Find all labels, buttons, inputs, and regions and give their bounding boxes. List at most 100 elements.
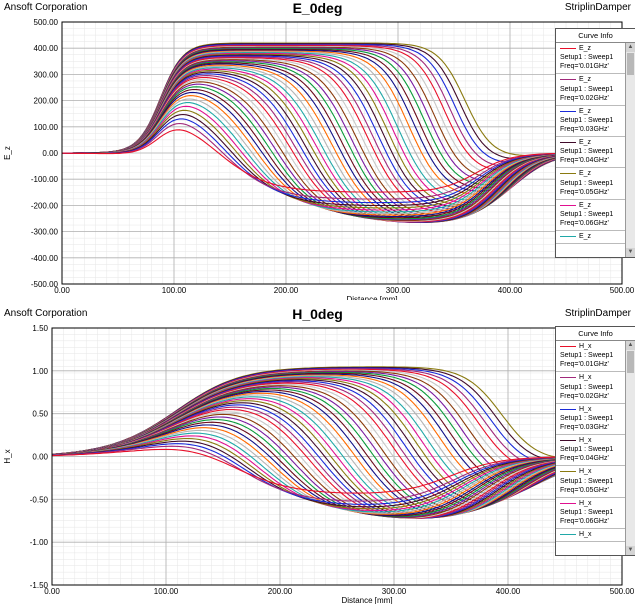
legend-swatch	[560, 79, 576, 81]
legend-entry[interactable]: H_x Setup1 : Sweep1 Freq='0.03GHz'	[556, 404, 625, 436]
h-field-plot[interactable]: 0.00 100.00 200.00 300.00 400.00 500.00 1.50 1.…	[0, 306, 635, 604]
legend-entry[interactable]: E_z Setup1 : Sweep1 Freq='0.01GHz'	[556, 43, 625, 75]
y-tick-label: 0.50	[32, 410, 48, 419]
legend-entry[interactable]: H_x Setup1 : Sweep1 Freq='0.05GHz'	[556, 466, 625, 498]
scroll-up-icon[interactable]: ▲	[626, 341, 635, 350]
legend-entry[interactable]: E_z Setup1 : Sweep1 Freq='0.06GHz'	[556, 200, 625, 232]
legend-header: Curve Info	[556, 327, 635, 341]
series-line	[51, 445, 586, 502]
legend-entry-setup: Setup1 : Sweep1	[560, 446, 614, 454]
y-tick-label: 500.00	[34, 18, 59, 27]
legend-entry[interactable]: H_x Setup1 : Sweep1 Freq='0.02GHz'	[556, 372, 625, 404]
legend-entry[interactable]: E_z Setup1 : Sweep1 Freq='0.02GHz'	[556, 74, 625, 106]
x-tick-label: 500.00	[610, 587, 635, 596]
legend-entry[interactable]: H_x Setup1 : Sweep1 Freq='0.01GHz'	[556, 341, 625, 373]
project-label: StriplinDamper	[564, 2, 631, 13]
y-tick-label: -1.00	[30, 538, 49, 547]
project-label: StriplinDamper	[564, 308, 631, 319]
y-tick-label: -300.00	[31, 228, 59, 237]
legend-entry-setup: Setup1 : Sweep1	[560, 148, 614, 156]
legend-items: H_x Setup1 : Sweep1 Freq='0.01GHz' H_x Setup…	[556, 341, 625, 555]
legend-entry-name: H_x	[579, 531, 592, 539]
e-field-chart-panel: Ansoft Corporation E_0deg StriplinDamper…	[0, 0, 635, 300]
scroll-up-icon[interactable]: ▲	[626, 43, 635, 52]
legend-entry-setup: Setup1 : Sweep1	[560, 211, 614, 219]
legend-entry-name: E_z	[579, 76, 592, 84]
series-line	[51, 427, 586, 515]
legend-swatch	[560, 502, 576, 504]
legend-entry-name: H_x	[579, 499, 592, 507]
legend-entry-freq: Freq='0.02GHz'	[560, 392, 609, 400]
e-field-plot[interactable]: 0.00 100.00 200.00 300.00 400.00 500.00 500.00…	[0, 0, 635, 300]
legend-entry-setup: Setup1 : Sweep1	[560, 383, 614, 391]
legend-entry-name: H_x	[579, 374, 592, 382]
legend-entry-setup: Setup1 : Sweep1	[560, 85, 614, 93]
scrollbar-thumb[interactable]	[627, 53, 634, 75]
scroll-down-icon[interactable]: ▼	[626, 546, 635, 555]
legend-swatch	[560, 534, 576, 536]
legend-entry-setup: Setup1 : Sweep1	[560, 477, 614, 485]
legend-scrollbar[interactable]: ▲ ▼	[625, 341, 635, 555]
legend-entry-freq: Freq='0.01GHz'	[560, 361, 609, 369]
legend-entry-name: E_z	[579, 233, 592, 241]
legend-entry[interactable]: H_x Setup1 : Sweep1 Freq='0.06GHz'	[556, 498, 625, 530]
legend-entry-name: H_x	[579, 405, 592, 413]
y-tick-label: -500.00	[31, 280, 59, 289]
legend-entry-name: E_z	[579, 170, 592, 178]
legend-entry[interactable]: E_z Setup1 : Sweep1 Freq='0.04GHz'	[556, 137, 625, 169]
legend-entry[interactable]: H_x	[556, 529, 625, 543]
legend-entry-name: H_x	[579, 468, 592, 476]
legend-entry[interactable]: E_z Setup1 : Sweep1 Freq='0.05GHz'	[556, 168, 625, 200]
legend-scrollbar[interactable]: ▲ ▼	[625, 43, 635, 257]
series-line	[51, 437, 586, 510]
legend-entry-freq: Freq='0.03GHz'	[560, 424, 609, 432]
series-line	[62, 105, 587, 211]
legend-entry-setup: Setup1 : Sweep1	[560, 179, 614, 187]
legend-swatch	[560, 377, 576, 379]
x-tick-label: 300.00	[386, 286, 411, 295]
x-tick-label: 0.00	[54, 286, 70, 295]
x-tick-label: 400.00	[496, 587, 521, 596]
curve-info-legend[interactable]: Curve Info E_z Setup1 : Sweep1 Freq='0.01G…	[555, 28, 635, 258]
h-field-chart-panel: Ansoft Corporation H_0deg StriplinDamper…	[0, 306, 635, 604]
series-line	[51, 440, 586, 508]
legend-swatch	[560, 110, 576, 112]
company-label: Ansoft Corporation	[4, 2, 88, 13]
legend-swatch	[560, 236, 576, 238]
legend-entry-freq: Freq='0.05GHz'	[560, 188, 609, 196]
y-axis-label: H_x	[3, 449, 12, 463]
y-tick-label: 100.00	[34, 123, 59, 132]
legend-entry-setup: Setup1 : Sweep1	[560, 54, 614, 62]
chart-title: H_0deg	[292, 306, 343, 322]
y-tick-label: -400.00	[31, 254, 59, 263]
y-tick-label: 200.00	[34, 97, 59, 106]
legend-entry-name: E_z	[579, 201, 592, 209]
y-tick-label: 1.00	[32, 367, 48, 376]
x-tick-label: 0.00	[44, 587, 60, 596]
y-tick-label: 1.50	[32, 324, 48, 333]
y-tick-label: -200.00	[31, 201, 59, 210]
legend-entry-name: E_z	[579, 139, 592, 147]
x-axis-label: Distance [mm]	[346, 295, 397, 300]
legend-entry[interactable]: H_x Setup1 : Sweep1 Freq='0.04GHz'	[556, 435, 625, 467]
series-line	[51, 429, 586, 514]
scrollbar-thumb[interactable]	[627, 351, 634, 373]
legend-entry-setup: Setup1 : Sweep1	[560, 415, 614, 423]
curve-info-legend[interactable]: Curve Info H_x Setup1 : Sweep1 Freq='0.01G…	[555, 326, 635, 556]
series-line	[51, 443, 586, 505]
legend-swatch	[560, 408, 576, 410]
legend-entry-setup: Setup1 : Sweep1	[560, 352, 614, 360]
legend-entry[interactable]: E_z Setup1 : Sweep1 Freq='0.03GHz'	[556, 106, 625, 138]
legend-entry-name: E_z	[579, 45, 592, 52]
legend-entry-freq: Freq='0.05GHz'	[560, 486, 609, 494]
legend-entry[interactable]: E_z	[556, 231, 625, 245]
legend-entry-freq: Freq='0.04GHz'	[560, 157, 609, 165]
scroll-down-icon[interactable]: ▼	[626, 248, 635, 257]
series-line	[62, 122, 587, 200]
y-tick-label: -1.50	[30, 581, 49, 590]
x-tick-label: 200.00	[274, 286, 299, 295]
legend-entry-freq: Freq='0.04GHz'	[560, 455, 609, 463]
legend-items: E_z Setup1 : Sweep1 Freq='0.01GHz' E_z Setup…	[556, 43, 625, 257]
y-tick-label: 0.00	[42, 149, 58, 158]
legend-entry-freq: Freq='0.01GHz'	[560, 63, 609, 71]
